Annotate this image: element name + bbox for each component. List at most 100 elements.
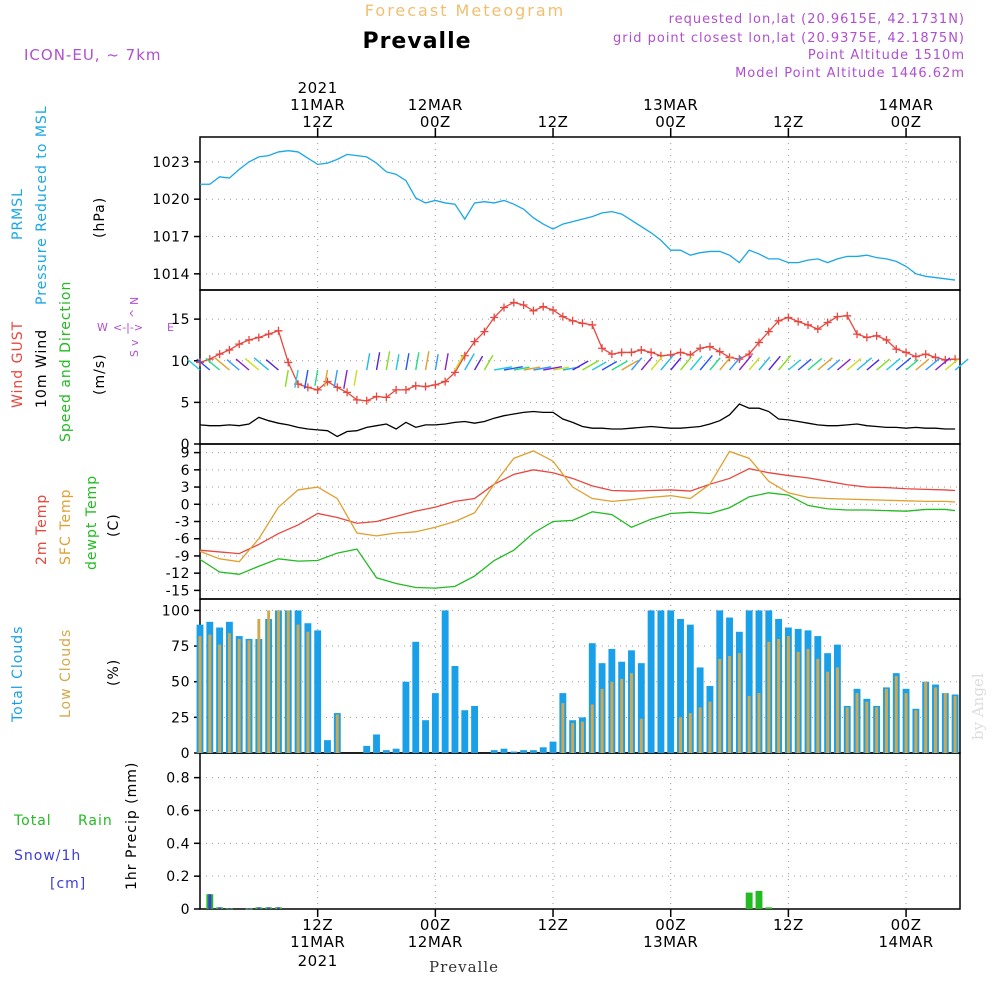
wind-direction-arrow (375, 352, 381, 371)
low-clouds-bar (934, 687, 937, 753)
wind-direction-arrow (503, 366, 523, 371)
wind-direction-arrow (660, 354, 674, 371)
total-clouds-bar (510, 751, 518, 753)
wind-gust-point (784, 313, 793, 322)
wind-gust-point (372, 392, 381, 401)
snow-bar (208, 894, 212, 909)
wind-gust-point (519, 300, 528, 309)
wind-direction-arrow (385, 351, 391, 371)
temp-sfc-line (199, 450, 956, 563)
total-clouds-bar (392, 748, 400, 753)
wind-direction-arrow (235, 358, 250, 371)
snow-bar (276, 907, 280, 909)
wind-gust-point (588, 320, 597, 329)
wind-direction-arrow (226, 359, 240, 371)
y-tick-label: 0.4 (166, 836, 190, 852)
wind-gust-point (804, 320, 812, 329)
total-clouds-bar (422, 720, 429, 753)
wind-direction-arrow (253, 357, 270, 371)
wind-direction-arrow (935, 357, 951, 371)
low-clouds-bar (865, 701, 869, 753)
low-clouds-bar (767, 641, 771, 753)
wind-direction-arrow (729, 355, 742, 371)
wind-direction-arrow (323, 369, 329, 387)
wind-gust-point (245, 335, 254, 344)
low-clouds-bar (718, 658, 722, 753)
rain-bar (765, 907, 773, 909)
x-tick-label-top: 00Z (420, 113, 451, 131)
y-tick-label: 0 (181, 902, 190, 918)
low-clouds-bar (884, 688, 888, 753)
x-tick-label-bottom: 13MAR (643, 933, 698, 951)
wind-gust-point (460, 351, 469, 360)
wind-direction-arrow (856, 357, 873, 371)
wind-direction-arrow (954, 358, 969, 371)
temp-labels: 2m Temp SFC Temp dewpt Temp (C) (34, 475, 122, 570)
wind-direction-arrow (768, 355, 781, 371)
cloud-labels: Total Clouds Low Clouds (%) (10, 626, 122, 723)
wind-gust-point (539, 302, 548, 311)
wind-gust-point (902, 348, 911, 357)
clouds-unit: (%) (106, 659, 122, 686)
y-tick-label: 0.6 (166, 803, 190, 819)
low-clouds-bar (845, 707, 849, 753)
wind-direction-arrow (483, 354, 494, 371)
wind-direction-arrow (895, 357, 912, 371)
y-tick-label: 1017 (152, 230, 190, 246)
low-clouds-label: Low Clouds (58, 629, 74, 718)
snow-bar (267, 907, 271, 909)
low-clouds-bar (924, 681, 928, 753)
y-tick-label: -6 (175, 532, 190, 548)
total-clouds-bar (686, 624, 694, 753)
low-clouds-bar (600, 688, 604, 753)
wind-gust-point (745, 350, 754, 359)
low-clouds-bar (835, 667, 839, 753)
total-clouds-bar (745, 610, 753, 753)
compass-row: <-|-> (113, 321, 143, 334)
point-altitude: Point Altitude 1510m (808, 48, 965, 63)
wind-direction-arrow (314, 369, 319, 386)
wind-direction-arrow (905, 359, 919, 371)
wind-direction-arrow (709, 357, 721, 371)
wind-gust-point (264, 330, 273, 339)
y-tick-label: 0.2 (166, 869, 190, 885)
model-label: ICON-EU, ~ 7km (24, 46, 162, 64)
wind-gust-point (313, 385, 322, 394)
total-clouds-bar (549, 741, 557, 753)
wind-gust-point (352, 395, 361, 404)
wind-gust-point (715, 347, 724, 356)
wind-gust-point (235, 340, 244, 349)
snow-bar (257, 907, 261, 909)
wind-gust-point (470, 337, 479, 346)
total-clouds-bar (637, 663, 645, 753)
wind-gust-point (254, 333, 263, 342)
x-tick-label-top: 11MAR (290, 96, 345, 114)
wind-gust-point (382, 393, 391, 402)
low-clouds-bar (296, 624, 300, 753)
wind-gust-point (500, 303, 508, 312)
wind-gust-point (274, 326, 283, 335)
low-clouds-bar (777, 638, 781, 753)
x-tick-label-bottom: 00Z (655, 916, 686, 934)
y-tick-label: 1014 (152, 267, 190, 283)
footer-station: Prevalle (429, 958, 499, 976)
total-clouds-bar (431, 693, 439, 753)
snow-bar (227, 908, 231, 910)
y-tick-label: 100 (162, 603, 190, 619)
low-clouds-bar (561, 703, 565, 753)
requested-coords: requested lon,lat (20.9615E, 42.1731N) (669, 12, 965, 27)
total-clouds-bar (412, 641, 420, 753)
wind-gust-point (558, 312, 567, 321)
wind-gust-point (931, 353, 940, 362)
y-tick-label: 0.8 (166, 771, 190, 787)
x-tick-label-bottom: 12MAR (408, 933, 463, 951)
wind-direction-arrow (778, 354, 792, 371)
x-tick-label-bottom: 11MAR (290, 933, 345, 951)
x-tick-label-top: 12MAR (408, 96, 463, 114)
wind-direction-arrow (265, 359, 279, 371)
low-clouds-bar (914, 710, 918, 753)
total-clouds-bar (667, 610, 675, 753)
wind-direction-arrow (689, 355, 703, 371)
x-tick-label-bottom: 2021 (298, 952, 338, 970)
wind-direction-arrow (294, 369, 299, 388)
